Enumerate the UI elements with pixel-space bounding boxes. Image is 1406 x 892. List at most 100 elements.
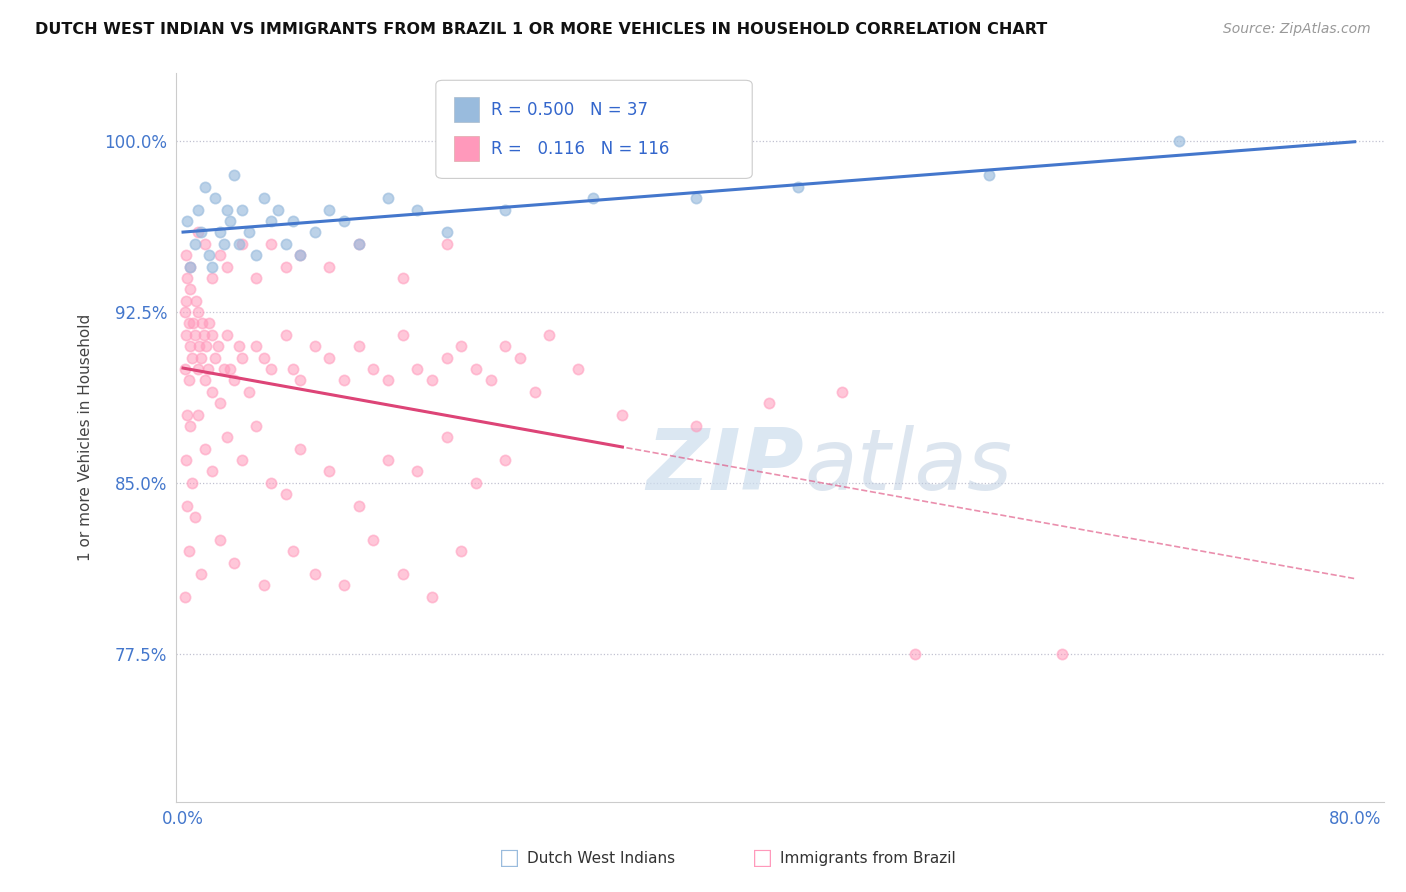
Point xyxy=(420,373,443,387)
Point xyxy=(194,373,217,387)
Point xyxy=(436,430,458,444)
Point xyxy=(290,248,312,262)
Point xyxy=(173,305,195,319)
Point xyxy=(231,236,253,251)
Point xyxy=(420,590,443,604)
Point xyxy=(188,339,211,353)
Point xyxy=(208,248,231,262)
Point xyxy=(245,339,267,353)
Point xyxy=(787,179,810,194)
Point xyxy=(260,236,283,251)
Point xyxy=(406,465,429,479)
Point xyxy=(191,317,214,331)
Point xyxy=(187,226,209,240)
Point xyxy=(215,260,238,274)
Point xyxy=(304,566,326,581)
Point xyxy=(174,248,197,262)
Point xyxy=(406,202,429,217)
Point xyxy=(176,214,198,228)
Point xyxy=(198,248,221,262)
Point xyxy=(224,169,246,183)
Point xyxy=(201,260,224,274)
Point xyxy=(201,465,224,479)
Point xyxy=(260,362,283,376)
Point xyxy=(207,339,229,353)
Point xyxy=(685,418,707,433)
Point xyxy=(177,317,200,331)
Point xyxy=(318,465,340,479)
Point xyxy=(391,566,413,581)
Point xyxy=(260,475,283,490)
Point xyxy=(208,396,231,410)
Point xyxy=(494,453,516,467)
Point xyxy=(494,202,516,217)
Point xyxy=(174,327,197,342)
Point xyxy=(758,396,780,410)
Point xyxy=(904,647,927,661)
Point xyxy=(436,236,458,251)
Point xyxy=(184,327,207,342)
Point xyxy=(281,214,304,228)
Point xyxy=(187,362,209,376)
Point xyxy=(831,384,853,399)
Point xyxy=(977,169,1000,183)
Point xyxy=(391,271,413,285)
Point xyxy=(228,236,250,251)
Point xyxy=(224,373,246,387)
Point xyxy=(1168,134,1191,148)
Point xyxy=(274,327,297,342)
Point xyxy=(212,236,235,251)
Text: Source: ZipAtlas.com: Source: ZipAtlas.com xyxy=(1223,22,1371,37)
Point xyxy=(538,327,561,342)
Point xyxy=(290,442,312,456)
Point xyxy=(509,351,531,365)
Point xyxy=(204,351,226,365)
Point xyxy=(290,248,312,262)
Point xyxy=(363,362,385,376)
Point xyxy=(333,214,356,228)
Point xyxy=(274,260,297,274)
Point xyxy=(333,578,356,592)
Text: DUTCH WEST INDIAN VS IMMIGRANTS FROM BRAZIL 1 OR MORE VEHICLES IN HOUSEHOLD CORR: DUTCH WEST INDIAN VS IMMIGRANTS FROM BRA… xyxy=(35,22,1047,37)
Point xyxy=(219,362,242,376)
Point xyxy=(180,351,202,365)
Point xyxy=(318,260,340,274)
Point xyxy=(318,351,340,365)
Point xyxy=(231,202,253,217)
Point xyxy=(245,248,267,262)
Point xyxy=(186,293,208,308)
Point xyxy=(479,373,502,387)
Point xyxy=(195,339,218,353)
Point xyxy=(177,373,200,387)
Point xyxy=(347,499,370,513)
Point xyxy=(224,556,246,570)
Point xyxy=(201,384,224,399)
Point xyxy=(377,191,399,205)
Text: □: □ xyxy=(499,848,520,868)
Text: □: □ xyxy=(752,848,773,868)
Text: R =   0.116   N = 116: R = 0.116 N = 116 xyxy=(491,140,669,158)
Point xyxy=(184,510,207,524)
Point xyxy=(450,544,472,558)
Text: atlas: atlas xyxy=(804,425,1012,508)
Point xyxy=(176,271,198,285)
Point xyxy=(176,499,198,513)
Text: Immigrants from Brazil: Immigrants from Brazil xyxy=(780,851,956,865)
Point xyxy=(198,317,221,331)
Point xyxy=(187,202,209,217)
Point xyxy=(304,339,326,353)
Point xyxy=(333,373,356,387)
Point xyxy=(215,327,238,342)
Point xyxy=(219,214,242,228)
Point xyxy=(215,430,238,444)
Point xyxy=(180,475,202,490)
Point xyxy=(187,305,209,319)
Point xyxy=(174,453,197,467)
Point xyxy=(238,384,260,399)
Point xyxy=(347,236,370,251)
Point xyxy=(173,362,195,376)
Point xyxy=(245,418,267,433)
Point xyxy=(1050,647,1073,661)
Point xyxy=(281,544,304,558)
Point xyxy=(187,408,209,422)
